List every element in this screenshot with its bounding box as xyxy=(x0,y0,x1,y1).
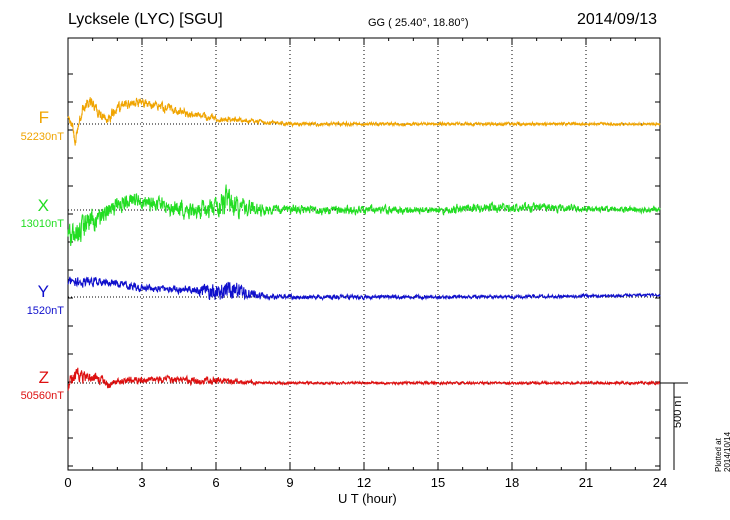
series-line-z xyxy=(67,367,661,391)
series-line-f xyxy=(67,97,661,146)
baseline-label-z: 50560nT xyxy=(20,390,64,402)
x-tick-label: 3 xyxy=(138,475,145,490)
x-tick-label: 12 xyxy=(357,475,371,490)
component-label-x: X xyxy=(37,196,49,215)
baseline-label-y: 1520nT xyxy=(26,305,64,317)
baseline-label-x: 13010nT xyxy=(20,218,64,230)
scale-bar-label: 500 nT xyxy=(672,393,684,428)
x-tick-labels: 0 3 6 9 12 15 18 21 24 xyxy=(64,475,667,490)
component-label-f: F xyxy=(38,108,49,127)
x-tick-label: 24 xyxy=(653,475,667,490)
coordinates: GG ( 25.40°, 18.80°) xyxy=(368,17,469,29)
series-traces xyxy=(67,97,661,391)
x-tick-label: 21 xyxy=(579,475,593,490)
series-line-y xyxy=(67,276,661,302)
x-tick-label: 0 xyxy=(64,475,71,490)
plotted-timestamp: Plotted at 2014/10/14 02:12 UT xyxy=(714,431,730,472)
axis-ticks xyxy=(67,38,661,470)
x-tick-label: 6 xyxy=(212,475,219,490)
x-tick-label: 18 xyxy=(505,475,519,490)
grid-lines xyxy=(141,38,587,470)
x-tick-label: 15 xyxy=(431,475,445,490)
series-line-x xyxy=(67,184,661,247)
baseline-label-f: 52230nT xyxy=(20,131,64,143)
date-label: 2014/09/13 xyxy=(577,11,658,28)
x-tick-label: 9 xyxy=(286,475,293,490)
component-label-y: Y xyxy=(37,282,49,301)
component-label-z: Z xyxy=(38,368,49,387)
scale-bar xyxy=(660,382,688,470)
station-title: Lycksele (LYC) [SGU] xyxy=(68,11,223,28)
x-axis-label: U T (hour) xyxy=(338,491,397,506)
